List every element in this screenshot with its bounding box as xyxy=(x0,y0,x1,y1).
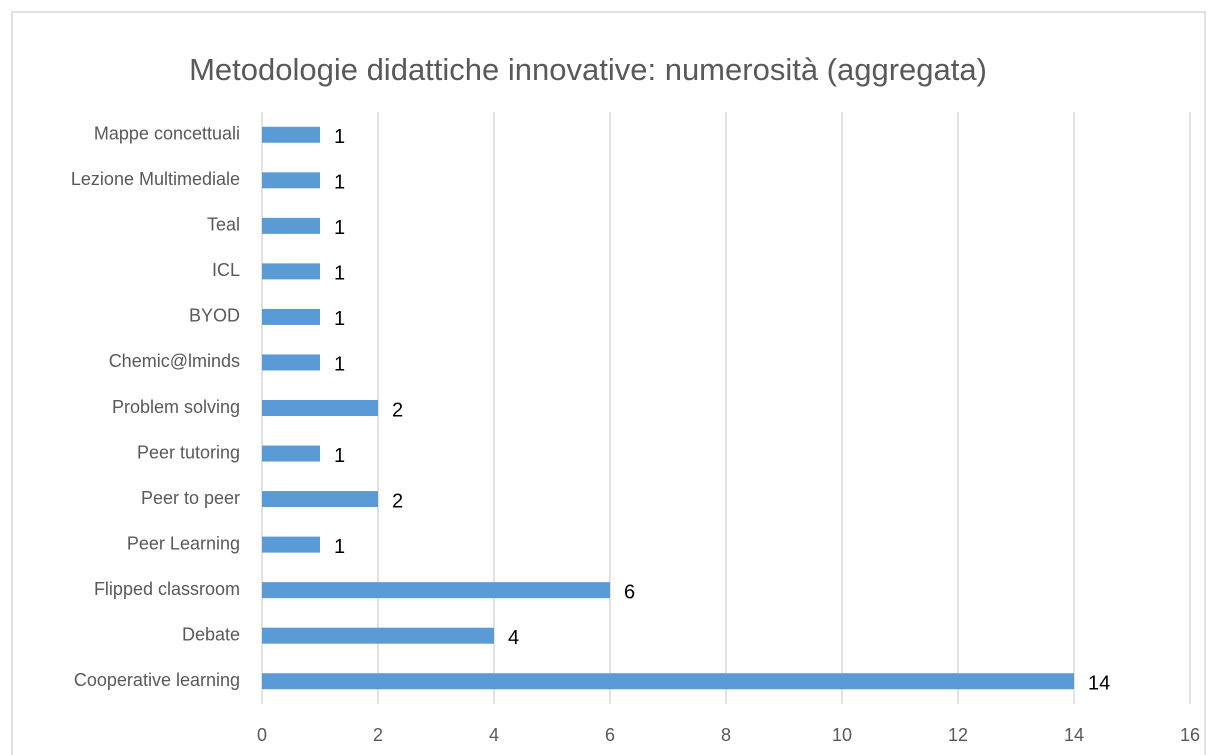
data-label: 1 xyxy=(334,308,345,330)
y-tick-label: Debate xyxy=(182,624,240,644)
y-tick-label: Peer to peer xyxy=(141,488,240,508)
x-tick-label: 0 xyxy=(257,725,267,745)
data-label: 1 xyxy=(334,354,345,376)
y-tick-label: Problem solving xyxy=(112,397,240,417)
x-tick-label: 16 xyxy=(1180,725,1200,745)
bar xyxy=(262,673,1074,690)
y-tick-label: BYOD xyxy=(189,306,240,326)
y-tick-label: ICL xyxy=(212,260,240,280)
x-tick-label: 4 xyxy=(489,725,499,745)
data-label: 6 xyxy=(624,581,635,603)
x-tick-label: 8 xyxy=(721,725,731,745)
data-label: 4 xyxy=(508,627,519,649)
bar xyxy=(262,354,320,371)
x-tick-label: 14 xyxy=(1064,725,1084,745)
bar xyxy=(262,582,610,599)
data-label: 1 xyxy=(334,126,345,148)
bar xyxy=(262,445,320,462)
bar xyxy=(262,308,320,325)
bar xyxy=(262,491,378,508)
bar xyxy=(262,172,320,189)
y-tick-label: Flipped classroom xyxy=(94,579,240,599)
y-tick-label: Chemic@lminds xyxy=(109,351,240,371)
x-tick-label: 10 xyxy=(832,725,852,745)
bar xyxy=(262,536,320,553)
data-label: 1 xyxy=(334,172,345,194)
bar xyxy=(262,217,320,234)
x-tick-label: 6 xyxy=(605,725,615,745)
data-label: 2 xyxy=(392,490,403,512)
y-tick-label: Teal xyxy=(207,215,240,235)
bar xyxy=(262,400,378,416)
data-label: 1 xyxy=(334,445,345,467)
chart-title: Metodologie didattiche innovative: numer… xyxy=(189,52,987,87)
y-tick-label: Peer tutoring xyxy=(137,442,240,462)
y-tick-label: Mappe concettuali xyxy=(94,124,240,144)
data-label: 14 xyxy=(1088,673,1110,695)
y-tick-label: Lezione Multimediale xyxy=(71,169,240,189)
bar xyxy=(262,126,320,143)
data-label: 1 xyxy=(334,263,345,285)
x-tick-label: 2 xyxy=(373,725,383,745)
y-tick-label: Peer Learning xyxy=(127,533,240,553)
data-label: 2 xyxy=(392,399,403,421)
chart-border xyxy=(11,11,1206,755)
y-tick-label: Cooperative learning xyxy=(74,670,240,690)
bar xyxy=(262,627,494,644)
data-label: 1 xyxy=(334,536,345,558)
data-label: 1 xyxy=(334,217,345,239)
bar xyxy=(262,263,320,280)
x-tick-label: 12 xyxy=(948,725,968,745)
